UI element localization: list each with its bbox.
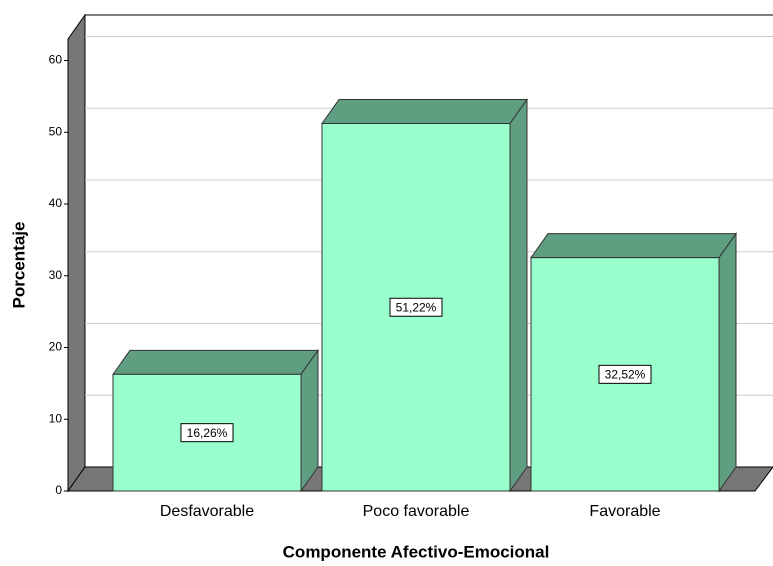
y-tick-label: 10 [49,411,63,425]
bar-top [321,99,528,125]
x-tick-label: Desfavorable [160,503,254,520]
bar-side [718,232,737,493]
y-tick-label: 50 [49,124,63,138]
bar-side [509,97,528,493]
x-tick-label: Poco favorable [363,503,470,520]
value-label-box [389,297,443,317]
bar-top [530,233,737,259]
value-label: 16,26% [187,426,228,440]
bar-top [112,349,319,375]
x-tick-label: Favorable [589,503,660,520]
y-tick-label: 30 [49,268,63,282]
value-label: 32,52% [605,368,646,382]
bar-side [300,348,319,493]
y-tick-label: 60 [49,53,63,67]
y-tick-label: 0 [55,483,62,497]
x-axis-title: Componente Afectivo-Emocional [283,542,550,561]
y-tick-label: 40 [49,196,63,210]
left-wall [67,13,86,493]
y-axis-title: Porcentaje [9,222,28,309]
y-tick-label: 20 [49,340,63,354]
value-label-box [180,423,234,443]
value-label: 51,22% [396,300,437,314]
value-label-box [598,364,652,384]
